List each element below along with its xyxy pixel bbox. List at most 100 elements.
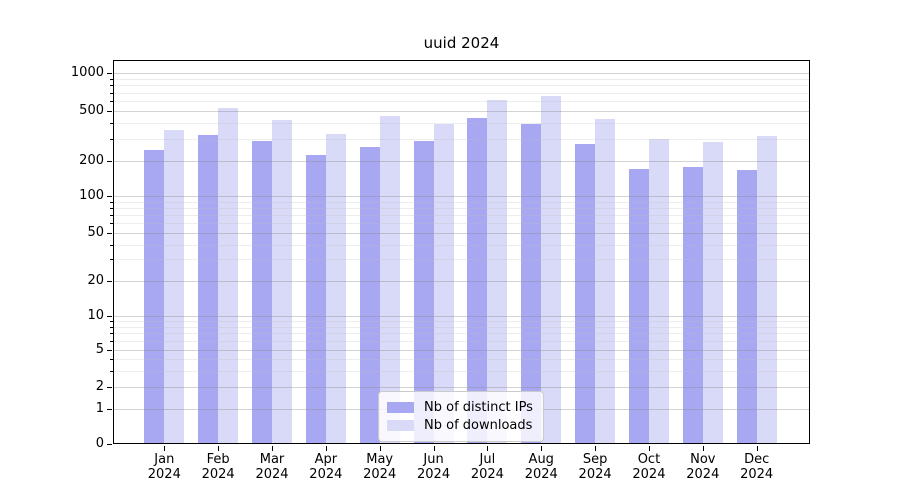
y-minor-tick-mark	[110, 78, 113, 80]
major-gridline	[113, 316, 810, 317]
major-gridline	[113, 73, 810, 74]
y-minor-tick-mark	[110, 123, 113, 125]
minor-gridline	[113, 333, 810, 335]
minor-gridline	[113, 341, 810, 343]
minor-gridline	[113, 370, 810, 372]
major-gridline	[113, 111, 810, 112]
x-tick-mark	[702, 446, 704, 451]
bar-distinct-ips	[305, 154, 326, 444]
minor-gridline	[113, 101, 810, 102]
y-axis-tick-label: 100	[79, 188, 104, 203]
minor-gridline	[113, 207, 810, 209]
major-gridline	[113, 233, 810, 234]
y-minor-tick-mark	[110, 223, 113, 225]
x-tick-mark	[433, 446, 435, 451]
x-axis-tick-label: Dec 2024	[740, 452, 774, 482]
y-axis-tick-label: 5	[95, 342, 104, 357]
bar-downloads	[756, 136, 777, 444]
minor-gridline	[113, 138, 810, 140]
y-axis-tick-label: 50	[87, 225, 104, 240]
y-axis-tick-label: 200	[79, 152, 104, 168]
y-minor-tick-mark	[110, 259, 113, 261]
y-tick-mark	[107, 196, 112, 197]
y-minor-tick-mark	[110, 85, 113, 87]
legend-label: Nb of downloads	[424, 418, 533, 433]
bar-distinct-ips	[198, 135, 219, 444]
gridlines-layer	[113, 60, 810, 444]
bar-downloads	[272, 119, 292, 444]
minor-gridline	[113, 321, 810, 323]
y-tick-mark	[107, 409, 112, 410]
y-minor-tick-mark	[110, 207, 113, 209]
bar-downloads	[595, 118, 616, 444]
y-axis-tick-label: 10	[87, 308, 104, 323]
bar-distinct-ips	[682, 166, 703, 444]
x-tick-mark	[272, 446, 273, 451]
minor-gridline	[113, 215, 810, 217]
y-minor-tick-mark	[110, 101, 113, 102]
y-axis-tick-label: 1	[95, 401, 104, 416]
x-axis-tick-label: Jan 2024	[147, 452, 181, 482]
legend: Nb of distinct IPs Nb of downloads	[378, 391, 544, 442]
x-axis-tick-label: Aug 2024	[524, 452, 558, 482]
y-tick-mark	[107, 387, 112, 388]
bar-distinct-ips	[521, 124, 542, 444]
y-axis-tick-label: 500	[79, 103, 104, 118]
minor-gridline	[113, 201, 810, 203]
bar-downloads	[702, 142, 723, 444]
bar-distinct-ips	[628, 168, 649, 444]
y-axis-tick-label: 20	[87, 272, 104, 288]
bar-downloads	[541, 96, 562, 444]
y-minor-tick-mark	[110, 341, 113, 343]
minor-gridline	[113, 78, 810, 80]
minor-gridline	[113, 244, 810, 246]
legend-swatch-distinct-ips	[387, 402, 414, 413]
bar-downloads	[379, 116, 400, 444]
minor-gridline	[113, 223, 810, 225]
major-gridline	[113, 280, 810, 282]
x-axis-tick-label: Apr 2024	[309, 452, 343, 482]
y-tick-mark	[107, 160, 112, 162]
y-minor-tick-mark	[110, 201, 113, 203]
bar-distinct-ips	[359, 147, 380, 444]
x-tick-mark	[379, 446, 381, 451]
plot-area-border	[113, 60, 810, 444]
y-minor-tick-mark	[110, 359, 113, 360]
y-minor-tick-mark	[110, 333, 113, 335]
minor-gridline	[113, 85, 810, 87]
bar-downloads	[433, 123, 454, 444]
x-tick-mark	[648, 446, 650, 451]
x-axis-tick-label: Jun 2024	[417, 452, 451, 482]
bar-distinct-ips	[413, 140, 434, 444]
x-tick-mark	[218, 446, 220, 451]
bar-downloads	[164, 129, 185, 444]
bar-downloads	[218, 108, 239, 444]
x-tick-mark	[595, 446, 597, 451]
x-tick-mark	[325, 446, 327, 451]
legend-swatch-downloads	[387, 420, 414, 431]
bar-distinct-ips	[252, 140, 272, 444]
minor-gridline	[113, 123, 810, 125]
x-axis-tick-label: Oct 2024	[632, 452, 666, 482]
major-gridline	[113, 196, 810, 197]
y-tick-mark	[107, 111, 112, 112]
y-minor-tick-mark	[110, 215, 113, 217]
y-minor-tick-mark	[110, 370, 113, 372]
y-minor-tick-mark	[110, 321, 113, 323]
bar-downloads	[487, 99, 508, 444]
x-tick-mark	[541, 446, 543, 451]
bar-distinct-ips	[736, 170, 757, 444]
chart-title: uuid 2024	[423, 34, 500, 52]
y-minor-tick-mark	[110, 92, 113, 94]
bar-distinct-ips	[575, 144, 596, 444]
minor-gridline	[113, 92, 810, 94]
legend-item-downloads: Nb of downloads	[387, 417, 533, 434]
major-gridline	[113, 160, 810, 162]
x-tick-mark	[756, 446, 758, 451]
minor-gridline	[113, 326, 810, 328]
y-tick-mark	[107, 73, 112, 74]
x-tick-mark	[487, 446, 489, 451]
bar-distinct-ips	[144, 149, 165, 444]
minor-gridline	[113, 259, 810, 261]
